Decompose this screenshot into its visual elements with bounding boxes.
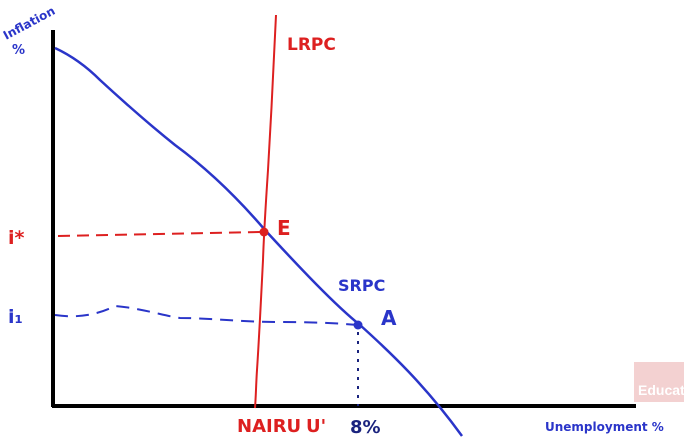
lrpc-line — [254, 14, 277, 409]
eight-percent-label: 8% — [350, 417, 381, 438]
lrpc-label: LRPC — [287, 35, 336, 55]
srpc-label: SRPC — [338, 276, 385, 295]
nairu-label: NAIRU — [237, 416, 301, 437]
point-a-marker — [353, 320, 363, 330]
i-star-label: i* — [8, 227, 25, 249]
u-prime-label: U' — [306, 416, 326, 437]
x-axis-label: Unemployment % — [545, 420, 664, 434]
y-axis-label-line1: Inflation — [1, 4, 58, 43]
srpc-curve — [54, 46, 464, 437]
point-a-label: A — [381, 306, 397, 330]
point-e-label: E — [277, 216, 291, 240]
educate-watermark: Educate — [634, 362, 684, 402]
i-1-dashed-line — [54, 304, 359, 326]
point-e-marker — [259, 227, 269, 237]
i-1-label: i₁ — [8, 306, 23, 328]
y-axis-label-line2: % — [12, 43, 25, 58]
i-star-dashed-line — [57, 231, 264, 237]
watermark-text: Educate — [638, 382, 684, 398]
